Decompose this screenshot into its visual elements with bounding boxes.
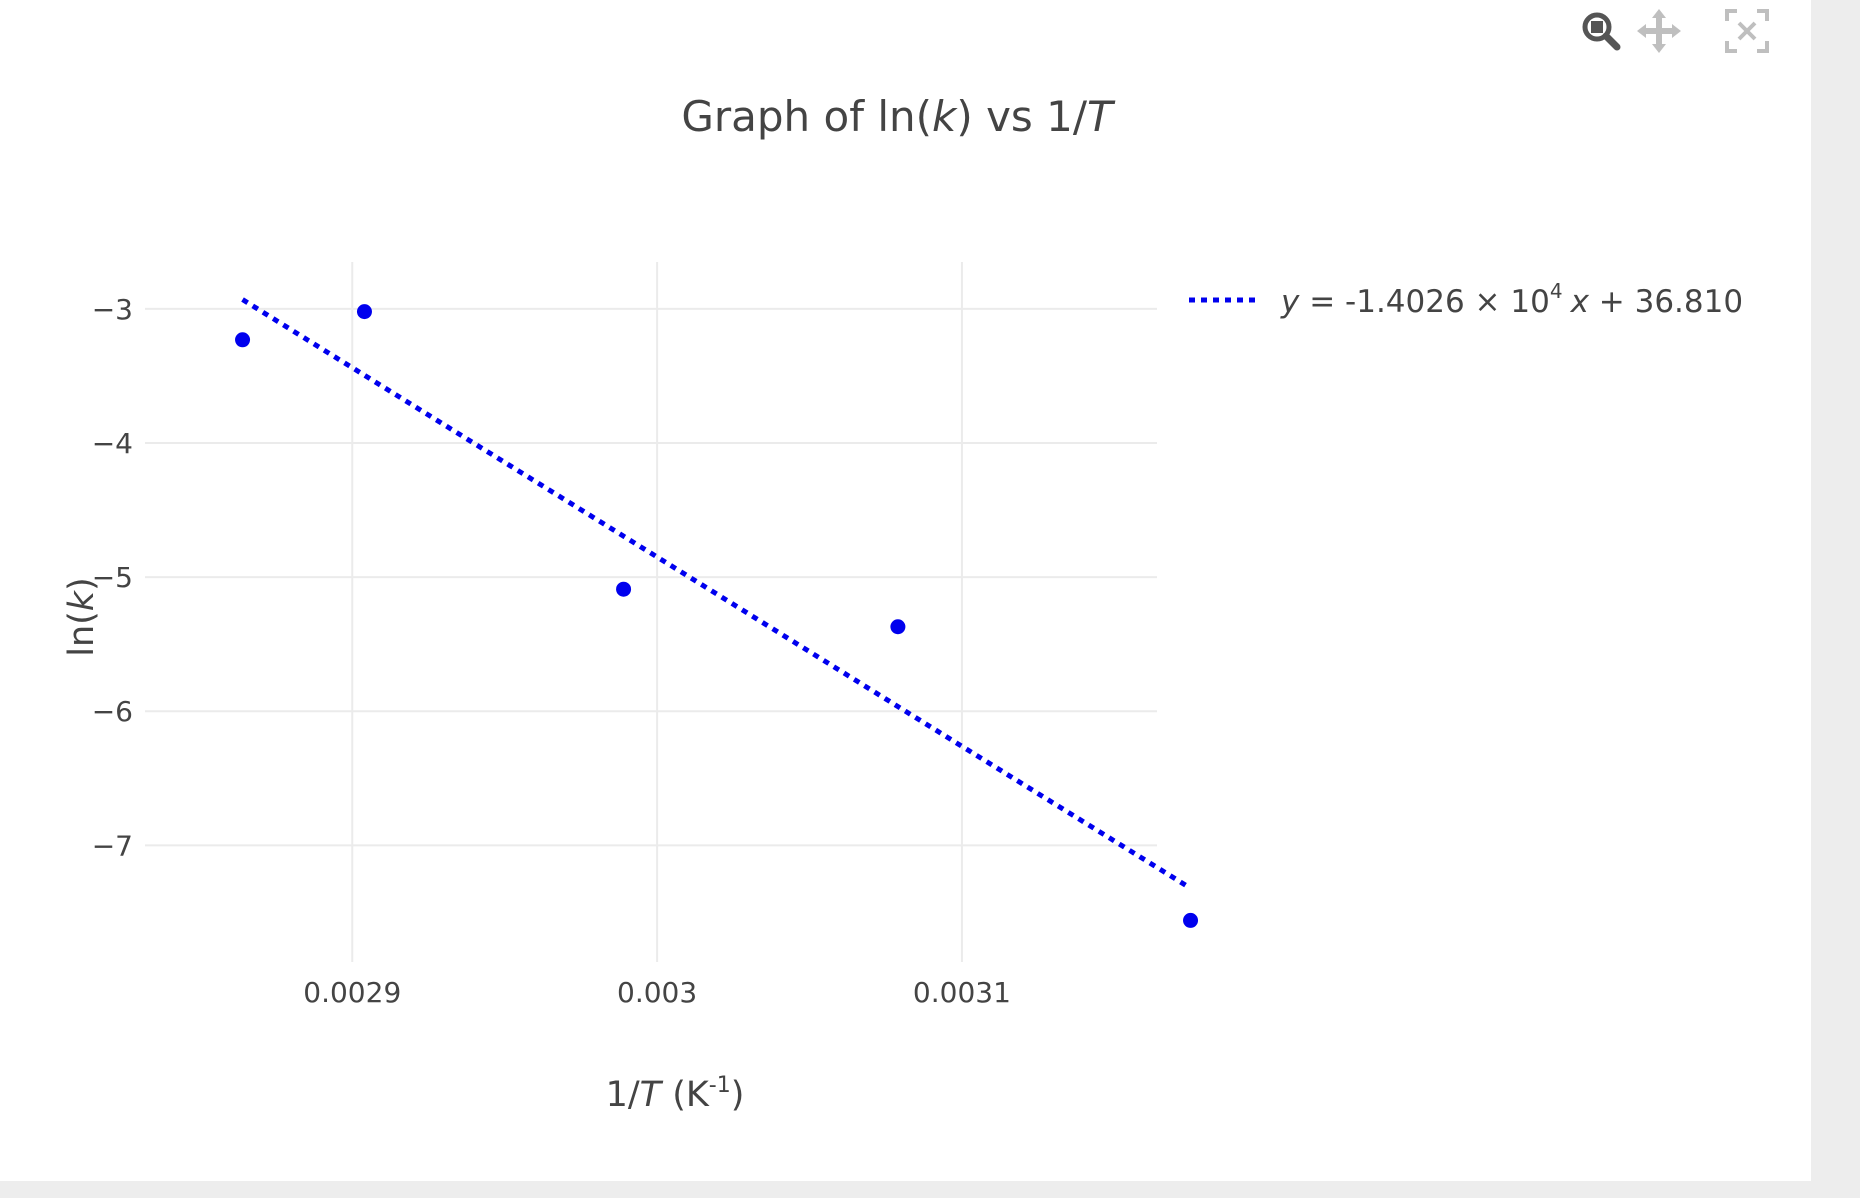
legend-item-fit[interactable]: y = -1.4026 × 104 x + 36.810 — [1280, 279, 1743, 320]
chart: Graph of ln(k) vs 1/T 0.0029 0.003 0.0031 … — [62, 92, 1743, 1115]
x-tick-label: 0.0029 — [303, 976, 401, 1009]
x-tick-label: 0.0031 — [913, 976, 1011, 1009]
y-tick-labels: −3 −4 −5 −6 −7 — [92, 293, 133, 862]
data-point[interactable] — [1183, 912, 1199, 928]
x-gridlines — [351, 262, 963, 962]
data-point[interactable] — [235, 332, 251, 348]
legend: y = -1.4026 × 104 x + 36.810 — [1189, 279, 1743, 320]
modebar — [1576, 6, 1798, 56]
autoscale-icon[interactable] — [1722, 6, 1772, 56]
x-tick-labels: 0.0029 0.003 0.0031 — [303, 976, 1011, 1009]
y-axis-title: ln(k) — [62, 577, 102, 657]
data-point[interactable] — [890, 619, 906, 635]
y-gridlines — [145, 307, 1157, 847]
chart-title: Graph of ln(k) vs 1/T — [681, 92, 1116, 141]
pan-icon[interactable] — [1634, 6, 1684, 56]
x-tick-label: 0.003 — [617, 976, 697, 1009]
y-tick-label: −3 — [92, 293, 133, 326]
y-tick-label: −4 — [92, 427, 133, 460]
zoom-icon[interactable] — [1576, 6, 1626, 56]
data-point[interactable] — [356, 304, 372, 320]
plot-panel: Graph of ln(k) vs 1/T 0.0029 0.003 0.0031 … — [0, 0, 1811, 1181]
y-tick-label: −7 — [92, 829, 133, 862]
data-points — [235, 304, 1199, 928]
y-tick-label: −6 — [92, 695, 133, 728]
y-tick-label: −5 — [92, 561, 133, 594]
data-point[interactable] — [616, 581, 632, 597]
x-axis-title: 1/T (K-1) — [606, 1073, 745, 1115]
fit-line — [241, 297, 1192, 891]
